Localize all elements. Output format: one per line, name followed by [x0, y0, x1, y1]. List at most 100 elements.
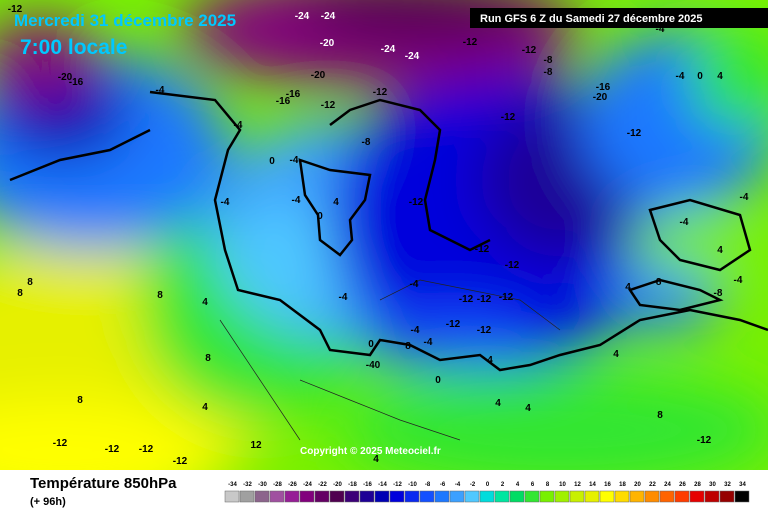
map-labels: -12-24 -24-20-24-24-12-12-8-8-20-16-20-16… [8, 4, 749, 467]
map-value: -12 [477, 294, 492, 305]
scale-tick-label: -20 [333, 482, 342, 488]
map-value: -12 [697, 435, 712, 446]
map-value: 8 [77, 395, 83, 406]
map-value: -12 [505, 260, 520, 271]
map-value: -40 [366, 360, 381, 371]
scale-swatch [689, 490, 705, 503]
scale-tick-label: -32 [243, 482, 252, 488]
map-value: -12 [477, 325, 492, 336]
scale-tick-label: -6 [440, 482, 446, 488]
scale-tick-label: -14 [378, 482, 387, 488]
scale-swatch [599, 490, 615, 503]
map-value: -4 [740, 192, 749, 203]
scale-swatch [719, 490, 735, 503]
map-value: -12 [105, 444, 120, 455]
scale-tick-label: 10 [559, 482, 566, 488]
scale-tick-label: -28 [273, 482, 282, 488]
scale-swatch [374, 490, 390, 503]
run-info: Run GFS 6 Z du Samedi 27 décembre 2025 [480, 13, 703, 25]
map-value: -4 [680, 217, 689, 228]
map-value: -12 [373, 87, 388, 98]
scale-swatch [659, 490, 675, 503]
map-value: -12 [627, 128, 642, 139]
map-value: 8 [27, 277, 33, 288]
map-value: 4 [717, 245, 723, 256]
map-value: -4 [676, 71, 685, 82]
map-value: 4 [625, 282, 631, 293]
scale-swatch [509, 490, 525, 503]
map-value: -20 [593, 92, 608, 103]
map-value: -16 [69, 77, 84, 88]
scale-tick-label: -24 [303, 482, 312, 488]
map-value: 4 [333, 197, 339, 208]
scale-tick-label: 18 [619, 482, 626, 488]
map-value: -12 [446, 319, 461, 330]
scale-tick-label: 34 [739, 482, 746, 488]
scale-tick-label: -30 [258, 482, 267, 488]
map-value: -4 [292, 195, 301, 206]
map-value: -16 [596, 82, 611, 93]
scale-swatch [284, 490, 300, 503]
map-value: -24 [381, 44, 396, 55]
color-scale: -34 -32 -30 -28 -26 -24 -22 -20 -18 -16 -14 -12 -10-… [224, 482, 750, 503]
map-value: -12 [475, 244, 490, 255]
scale-swatch [554, 490, 570, 503]
map-value: 4 [202, 402, 208, 413]
map-value: -12 [8, 4, 23, 15]
map-value: 8 [657, 410, 663, 421]
map-value: -12 [139, 444, 154, 455]
scale-tick-label: -10 [408, 482, 417, 488]
map-value: -8 [653, 277, 662, 288]
map-value: -20 [320, 38, 335, 49]
scale-swatch [314, 490, 330, 503]
scale-swatch [704, 490, 720, 503]
map-value: -8 [714, 288, 723, 299]
scale-tick-label: 16 [604, 482, 611, 488]
map-value: -4 [411, 325, 420, 336]
map-value: 0 [269, 156, 275, 167]
scale-tick-label: 0 [486, 482, 490, 488]
copyright: Copyright © 2025 Meteociel.fr [300, 446, 441, 457]
coastlines [9, 90, 768, 441]
scale-tick-label: 2 [501, 482, 505, 488]
map-value: -12 [522, 45, 537, 56]
scale-tick-label: 8 [546, 482, 550, 488]
scale-tick-label: 26 [679, 482, 686, 488]
map-value: 0 [697, 71, 703, 82]
scale-swatch [254, 490, 270, 503]
scale-tick-label: -34 [228, 482, 237, 488]
scale-swatch [614, 490, 630, 503]
map-value: -24 [295, 11, 310, 22]
map-value: -8 [544, 67, 553, 78]
scale-swatch [734, 490, 750, 503]
scale-swatch [629, 490, 645, 503]
scale-tick-label: 20 [634, 482, 641, 488]
scale-tick-label: 30 [709, 482, 716, 488]
map-value: -12 [53, 438, 68, 449]
scale-swatch [539, 490, 555, 503]
map-value: 12 [250, 440, 262, 451]
map-value: -12 [321, 100, 336, 111]
time-title: 7:00 locale [20, 36, 127, 59]
scale-tick-label: -12 [393, 482, 402, 488]
map-value: 4 [495, 398, 501, 409]
map-value: -4 [424, 337, 433, 348]
map-value: -4 [221, 197, 230, 208]
scale-tick-label: -4 [455, 482, 461, 488]
scale-swatch [404, 490, 420, 503]
map-value: 4 [487, 355, 493, 366]
scale-tick-label: -18 [348, 482, 357, 488]
map-value: -20 [58, 72, 73, 83]
date-title: Mercredi 31 décembre 2025 [14, 11, 236, 30]
scale-swatch [479, 490, 495, 503]
scale-swatch [224, 490, 240, 503]
scale-tick-label: 4 [516, 482, 520, 488]
map-value: 8 [205, 353, 211, 364]
map-value: -4 [156, 85, 165, 96]
map-value: 8 [405, 341, 411, 352]
scale-swatch [359, 490, 375, 503]
run-box [470, 8, 768, 28]
map-value: -4 [290, 155, 299, 166]
scale-tick-label: 12 [574, 482, 581, 488]
